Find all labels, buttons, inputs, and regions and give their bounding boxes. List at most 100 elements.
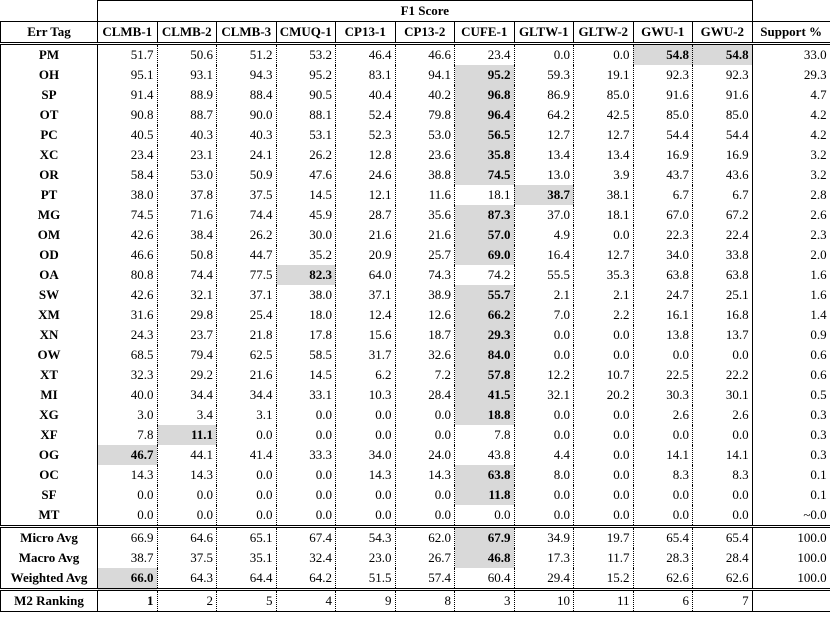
support-cell: 3.2	[751, 165, 830, 185]
support-cell: 2.3	[751, 225, 830, 245]
score-cell: 67.9	[454, 525, 515, 548]
score-cell: 15.6	[335, 325, 396, 345]
err-tag: XG	[0, 405, 98, 425]
score-cell: 53.0	[156, 165, 217, 185]
score-cell: 37.5	[156, 548, 217, 568]
support-cell: 1.6	[751, 285, 830, 305]
score-cell: 66.2	[454, 305, 515, 325]
score-cell: 14.1	[632, 445, 693, 465]
score-cell: 86.9	[513, 85, 574, 105]
score-cell: 58.4	[97, 165, 158, 185]
score-cell: 90.0	[216, 105, 277, 125]
score-cell: 29.4	[513, 568, 574, 590]
table-row: Micro Avg 66.9 64.6 65.1 67.4 54.3 62.0 67.9 34.…	[0, 525, 830, 548]
score-cell: 71.6	[156, 205, 217, 225]
score-cell: 59.3	[513, 65, 574, 85]
support-cell	[751, 588, 830, 612]
support-cell: ~0.0	[751, 505, 830, 527]
score-cell: 38.0	[97, 185, 158, 205]
support-cell: 100.0	[751, 568, 830, 590]
score-cell: 0.0	[216, 465, 277, 485]
score-cell: 0.0	[692, 505, 753, 527]
score-cell: 67.2	[692, 205, 753, 225]
score-cell: 41.4	[216, 445, 277, 465]
score-cell: 65.1	[216, 525, 277, 548]
score-cell: 14.3	[394, 465, 455, 485]
score-cell: 14.3	[335, 465, 396, 485]
table-row: MT 0.0 0.0 0.0 0.0 0.0 0.0 0.0 0.0 0.0 0.0 0.0 ~0.0	[0, 505, 830, 527]
score-cell: 35.2	[275, 245, 336, 265]
score-cell: 40.4	[335, 85, 396, 105]
score-cell: 28.4	[394, 385, 455, 405]
score-cell: 24.3	[97, 325, 158, 345]
score-cell: 64.3	[156, 568, 217, 590]
score-cell: 57.0	[454, 225, 515, 245]
score-cell: 15.2	[573, 568, 634, 590]
support-cell: 4.7	[751, 85, 830, 105]
table-row: XF 7.8 11.1 0.0 0.0 0.0 0.0 7.8 0.0 0.0 0.0 0.0 0.3	[0, 425, 830, 445]
score-cell: 0.0	[275, 465, 336, 485]
score-cell: 34.0	[335, 445, 396, 465]
score-cell: 0.0	[97, 505, 158, 527]
score-cell: 18.1	[573, 205, 634, 225]
score-cell: 7.2	[394, 365, 455, 385]
score-cell: 46.8	[454, 548, 515, 568]
score-cell: 7	[692, 588, 753, 612]
column-header: CP13-1	[335, 21, 396, 44]
score-cell: 0.0	[156, 485, 217, 505]
table-row: OW 68.5 79.4 62.5 58.5 31.7 32.6 84.0 0.0 0.0 0.0 0…	[0, 345, 830, 365]
score-cell: 91.6	[632, 85, 693, 105]
err-tag: MG	[0, 205, 98, 225]
score-cell: 58.5	[275, 345, 336, 365]
score-cell: 19.7	[573, 525, 634, 548]
score-cell: 56.5	[454, 125, 515, 145]
score-cell: 88.4	[216, 85, 277, 105]
score-cell: 16.9	[692, 145, 753, 165]
score-cell: 64.0	[335, 265, 396, 285]
column-header: GWU-1	[632, 21, 693, 44]
score-cell: 16.1	[632, 305, 693, 325]
err-tag: SW	[0, 285, 98, 305]
score-cell: 26.2	[216, 225, 277, 245]
err-tag: M2 Ranking	[0, 588, 98, 612]
score-cell: 17.8	[275, 325, 336, 345]
support-cell: 0.6	[751, 365, 830, 385]
score-cell: 62.6	[632, 568, 693, 590]
score-cell: 18.0	[275, 305, 336, 325]
err-tag: OM	[0, 225, 98, 245]
score-cell: 44.7	[216, 245, 277, 265]
score-cell: 2.2	[573, 305, 634, 325]
score-cell: 33.8	[692, 245, 753, 265]
score-cell: 14.3	[97, 465, 158, 485]
score-cell: 35.1	[216, 548, 277, 568]
score-cell: 10.3	[335, 385, 396, 405]
score-cell: 88.1	[275, 105, 336, 125]
score-cell: 90.8	[97, 105, 158, 125]
score-cell: 38.9	[394, 285, 455, 305]
group-header: F1 Score	[97, 0, 753, 22]
support-cell: 0.3	[751, 445, 830, 465]
score-cell: 24.0	[394, 445, 455, 465]
support-cell: 0.5	[751, 385, 830, 405]
table-row: MG 74.5 71.6 74.4 45.9 28.7 35.6 87.3 37.0 18.1 67…	[0, 205, 830, 225]
score-cell: 7.8	[97, 425, 158, 445]
score-cell: 37.1	[335, 285, 396, 305]
score-cell: 55.7	[454, 285, 515, 305]
score-cell: 4	[275, 588, 336, 612]
score-cell: 0.0	[573, 405, 634, 425]
score-cell: 54.4	[692, 125, 753, 145]
support-cell: 0.1	[751, 465, 830, 485]
score-cell: 0.0	[573, 445, 634, 465]
score-cell: 0.0	[632, 485, 693, 505]
score-cell: 12.7	[513, 125, 574, 145]
support-cell: 4.2	[751, 105, 830, 125]
score-cell: 54.8	[692, 42, 753, 65]
score-cell: 12.2	[513, 365, 574, 385]
support-cell: 1.4	[751, 305, 830, 325]
score-cell: 12.7	[573, 125, 634, 145]
score-cell: 93.1	[156, 65, 217, 85]
score-cell: 54.8	[632, 42, 693, 65]
score-cell: 46.4	[335, 42, 396, 65]
err-tag: PM	[0, 42, 98, 65]
score-cell: 12.8	[335, 145, 396, 165]
